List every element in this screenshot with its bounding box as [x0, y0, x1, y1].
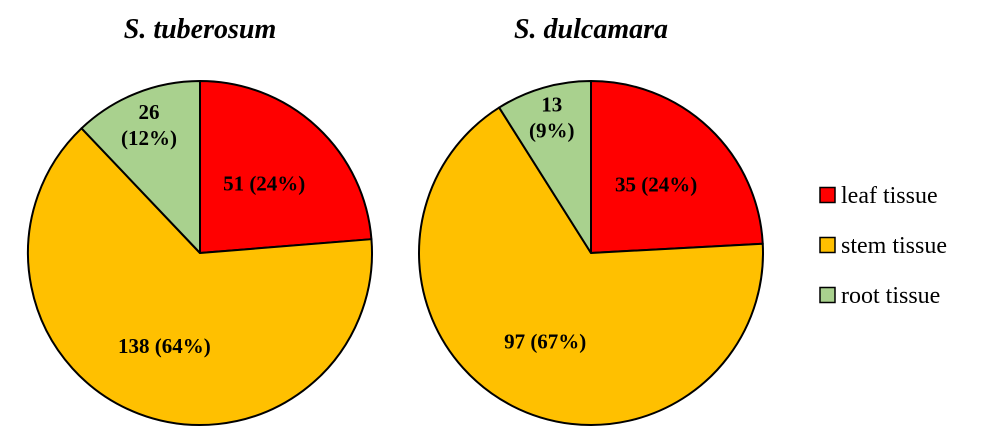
- pie-dulcamara: S. dulcamara 35 (24%) 97 (67%) 13(9%): [418, 14, 764, 426]
- pie-slice-stem: [27, 127, 373, 426]
- slice-label-root: 13: [541, 93, 562, 117]
- legend-swatch-stem: [819, 236, 836, 254]
- slice-label-leaf: 51 (24%): [223, 172, 305, 196]
- legend-swatch-root: [819, 286, 836, 304]
- slice-label-leaf: 35 (24%): [615, 172, 697, 196]
- pie-tuberosum: S. tuberosum 51 (24%) 138 (64%) 26(12%): [27, 14, 373, 426]
- pie-title: S. tuberosum: [124, 14, 277, 45]
- legend-label-stem: stem tissue: [841, 233, 947, 259]
- slice-label-root: 26: [139, 100, 160, 124]
- slice-label-root: (12%): [121, 126, 177, 150]
- pie-slice-root: [80, 80, 201, 254]
- legend-label-root: root tissue: [841, 283, 940, 309]
- slice-label-root: (9%): [529, 119, 575, 143]
- slice-label-stem: 138 (64%): [118, 334, 211, 358]
- legend-swatch-leaf: [819, 186, 836, 204]
- pie-slice-leaf: [199, 80, 373, 254]
- pie-slice-stem: [418, 106, 764, 426]
- pie-slice-root: [498, 80, 592, 254]
- legend: leaf tissue stem tissue root tissue: [819, 183, 947, 309]
- legend-label-leaf: leaf tissue: [841, 183, 938, 209]
- pie-slice-leaf: [590, 80, 764, 254]
- pie-title: S. dulcamara: [514, 14, 668, 45]
- slice-label-stem: 97 (67%): [504, 330, 586, 354]
